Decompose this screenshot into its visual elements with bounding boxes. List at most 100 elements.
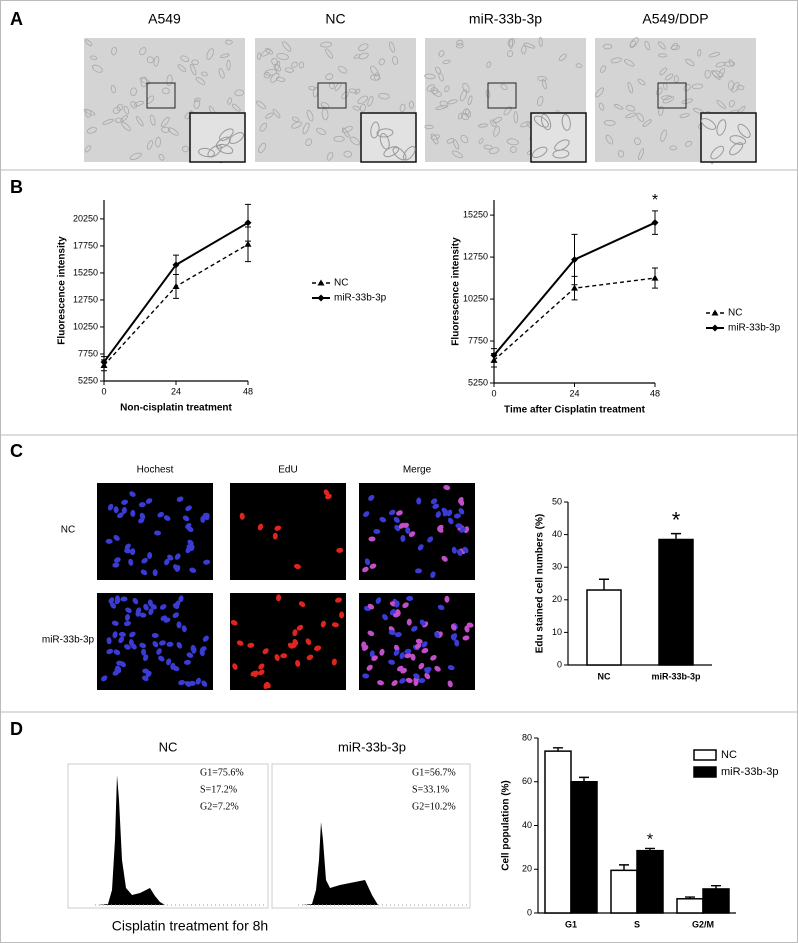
- cell: [218, 68, 225, 79]
- cell: [697, 49, 702, 57]
- cell: [430, 87, 439, 95]
- cell: [123, 105, 130, 115]
- cell: [259, 122, 267, 132]
- nucleus: [419, 619, 426, 626]
- nucleus: [230, 620, 238, 626]
- nucleus: [369, 563, 377, 569]
- nucleus: [368, 494, 375, 501]
- nucleus: [142, 668, 150, 674]
- nucleus: [458, 499, 465, 506]
- nucleus: [186, 652, 194, 658]
- nucleus: [415, 643, 422, 650]
- cell: [146, 140, 153, 150]
- cell: [638, 148, 645, 161]
- cell: [325, 48, 333, 59]
- nucleus: [404, 652, 412, 659]
- nucleus: [443, 484, 451, 491]
- nucleus: [167, 554, 174, 561]
- nucleus: [178, 595, 184, 603]
- cell: [521, 45, 527, 55]
- nucleus: [413, 673, 420, 679]
- nucleus: [135, 609, 141, 617]
- cell: [625, 105, 636, 112]
- cell: [391, 56, 399, 65]
- x-tick-label: 0: [491, 388, 496, 398]
- cell: [540, 113, 552, 131]
- cell: [716, 119, 727, 136]
- histogram-frame: [67, 763, 269, 909]
- nucleus: [418, 662, 425, 670]
- nucleus: [156, 648, 162, 655]
- nucleus: [388, 659, 396, 665]
- cell: [201, 71, 208, 77]
- marker: [317, 279, 325, 286]
- marker: [711, 309, 719, 316]
- nucleus: [128, 558, 134, 566]
- cell: [478, 138, 484, 145]
- cell: [90, 55, 98, 60]
- nucleus: [379, 516, 387, 523]
- cell: [541, 78, 547, 90]
- nucleus: [258, 669, 265, 676]
- legend-label: miR-33b-3p: [721, 766, 778, 778]
- cell: [462, 82, 470, 93]
- cell: [102, 118, 114, 125]
- cell: [679, 113, 690, 118]
- inset: [360, 112, 417, 163]
- nucleus: [320, 620, 326, 628]
- cell: [226, 59, 231, 71]
- cell: [161, 87, 170, 95]
- y-tick-label: 7750: [468, 335, 488, 345]
- y-tick-label: 40: [552, 529, 562, 539]
- nucleus: [335, 597, 342, 603]
- nucleus: [139, 612, 147, 618]
- cell: [716, 99, 726, 109]
- x-axis-label: Non-cisplatin treatment: [120, 403, 232, 414]
- cell: [220, 53, 230, 59]
- cell: [190, 63, 197, 76]
- histogram-stat: G2=10.2%: [412, 801, 456, 812]
- cell: [636, 112, 645, 122]
- nucleus: [265, 681, 271, 689]
- nucleus: [450, 634, 457, 641]
- cell: [617, 150, 625, 158]
- panel-label: C: [10, 441, 23, 461]
- cell: [225, 39, 233, 45]
- legend-swatch: [693, 749, 717, 761]
- nucleus: [105, 538, 113, 544]
- cell: [291, 121, 302, 129]
- nucleus: [164, 558, 170, 566]
- cell: [325, 73, 334, 81]
- nucleus: [369, 650, 375, 658]
- row-title: miR-33b-3p: [42, 635, 95, 646]
- cell: [195, 76, 206, 85]
- cell: [256, 100, 266, 110]
- cell: [270, 72, 280, 83]
- cell: [537, 76, 548, 82]
- legend-label: NC: [721, 749, 737, 761]
- nucleus: [415, 638, 423, 644]
- nucleus: [444, 595, 450, 603]
- nucleus: [124, 613, 131, 621]
- nucleus: [113, 506, 119, 514]
- nucleus: [377, 680, 384, 686]
- cell: [710, 145, 725, 160]
- nucleus: [185, 505, 192, 512]
- nucleus: [129, 491, 136, 497]
- nucleus: [119, 661, 127, 668]
- marker: [172, 282, 180, 289]
- cell: [629, 37, 639, 48]
- y-tick-label: 50: [552, 496, 562, 506]
- nucleus: [399, 652, 405, 660]
- y-tick-label: 10: [552, 627, 562, 637]
- cell: [536, 95, 544, 107]
- cell: [333, 135, 345, 142]
- nucleus: [314, 645, 322, 651]
- bar: [658, 538, 694, 666]
- nucleus: [388, 630, 396, 636]
- nucleus: [393, 649, 400, 656]
- y-tick-label: 15250: [463, 209, 488, 219]
- nucleus: [188, 680, 196, 686]
- cell: [488, 147, 500, 155]
- nucleus: [236, 640, 244, 646]
